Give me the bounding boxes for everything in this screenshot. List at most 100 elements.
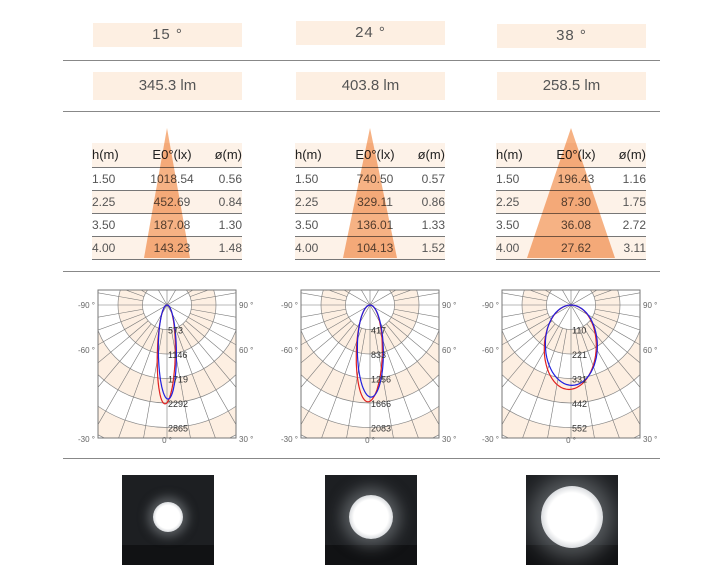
header-cell: h(m) xyxy=(92,147,119,162)
polar-spoke xyxy=(270,285,354,286)
polar-spoke xyxy=(185,320,236,364)
ring-value-label: 1666 xyxy=(371,399,391,409)
table-cell: 4.00 xyxy=(496,241,520,255)
floor-band xyxy=(122,545,214,565)
polar-spoke xyxy=(98,313,145,331)
header-cell: h(m) xyxy=(295,147,322,162)
table-cell: 0.57 xyxy=(421,172,445,186)
ring-value-label: 833 xyxy=(371,350,386,360)
light-spot xyxy=(541,486,603,548)
ring-value-label: 2865 xyxy=(168,424,188,434)
lumen-label: 345.3 lm xyxy=(93,72,242,100)
polar-spoke xyxy=(502,320,553,364)
angle-axis-label: -90 ° xyxy=(78,301,95,310)
angle-axis-label: 0 ° xyxy=(162,436,172,445)
polar-spoke xyxy=(574,329,595,438)
beam-spot-photo xyxy=(122,475,214,565)
ring-value-label: 417 xyxy=(371,326,386,336)
angle-axis-label: 30 ° xyxy=(239,435,253,444)
angle-axis-label: 90 ° xyxy=(239,301,253,310)
floor-band xyxy=(526,545,618,565)
polar-spoke xyxy=(589,320,640,364)
polar-light-distribution-chart: 573 1146 1719 2292 2865 -90 ° -60 ° -30 ° 90 ° 60… xyxy=(67,285,267,445)
polar-spoke xyxy=(301,323,355,388)
ring-value-label: 552 xyxy=(572,424,587,434)
polar-spoke xyxy=(369,304,439,426)
polar-spoke xyxy=(547,329,568,438)
polar-spoke xyxy=(522,327,563,438)
polar-spoke xyxy=(118,327,159,438)
table-cell: 1.52 xyxy=(421,241,445,255)
table-cell: 0.86 xyxy=(421,195,445,209)
table-cell: 0.56 xyxy=(218,172,242,186)
polar-spoke xyxy=(586,323,640,388)
polar-spoke xyxy=(386,285,470,286)
polar-spoke xyxy=(186,285,267,289)
polar-spoke xyxy=(67,285,148,289)
angle-axis-label: -30 ° xyxy=(482,435,499,444)
polar-spoke xyxy=(175,327,216,438)
angle-axis-label: 30 ° xyxy=(442,435,456,444)
polar-spoke xyxy=(270,285,351,289)
polar-spoke xyxy=(166,304,236,426)
lumen-label: 258.5 lm xyxy=(497,72,646,100)
table-cell: 0.84 xyxy=(218,195,242,209)
angle-axis-label: 60 ° xyxy=(442,346,456,355)
beam-spot-photo xyxy=(325,475,417,565)
beam-angle-label: 38 ° xyxy=(497,24,646,48)
ring-value-label: 110 xyxy=(572,326,586,336)
distribution-curve-blue xyxy=(356,304,385,398)
angle-axis-label: 30 ° xyxy=(643,435,657,444)
polar-light-distribution-chart: 110 221 331 442 552 -90 ° -60 ° -30 ° 90 ° 60 ° 30… xyxy=(471,285,671,445)
polar-spoke xyxy=(587,285,671,286)
table-cell: 1.50 xyxy=(496,172,520,186)
angle-axis-label: -90 ° xyxy=(281,301,298,310)
angle-axis-label: 90 ° xyxy=(442,301,456,310)
table-cell: 3.50 xyxy=(496,218,520,232)
divider xyxy=(63,60,660,61)
divider xyxy=(63,271,660,272)
polar-spoke xyxy=(143,329,164,438)
angle-axis-label: -60 ° xyxy=(78,346,95,355)
polar-spoke xyxy=(346,329,367,438)
ring-value-label: 2292 xyxy=(168,399,188,409)
table-cell: 3.50 xyxy=(295,218,319,232)
beam-cone-graphic xyxy=(144,128,190,258)
table-cell: 3.11 xyxy=(623,241,646,255)
polar-spoke xyxy=(98,323,152,388)
table-cell: 2.25 xyxy=(92,195,116,209)
polar-spoke xyxy=(98,304,168,346)
distribution-curve-blue xyxy=(157,304,177,400)
header-cell: h(m) xyxy=(496,147,523,162)
divider xyxy=(63,111,660,112)
angle-axis-label: 0 ° xyxy=(365,436,375,445)
table-cell: 2.25 xyxy=(295,195,319,209)
polar-spoke xyxy=(579,327,620,438)
polar-spoke xyxy=(378,327,419,438)
polar-spoke xyxy=(502,323,556,388)
polar-spoke xyxy=(301,320,352,364)
table-cell: 1.48 xyxy=(218,241,242,255)
angle-axis-label: -30 ° xyxy=(78,435,95,444)
polar-light-distribution-chart: 417 833 1256 1666 2083 -90 ° -60 ° -30 ° 90 ° 60 … xyxy=(270,285,470,445)
polar-spoke xyxy=(301,313,348,331)
ring-value-label: 573 xyxy=(168,326,183,336)
header-cell: ø(m) xyxy=(214,147,242,162)
polar-spoke xyxy=(369,304,439,346)
table-cell: 1.50 xyxy=(92,172,116,186)
table-cell: 4.00 xyxy=(92,241,116,255)
polar-spoke xyxy=(170,329,191,438)
table-cell: 1.75 xyxy=(622,195,646,209)
angle-axis-label: 90 ° xyxy=(643,301,657,310)
ring-value-label: 1146 xyxy=(168,350,187,360)
ring-value-label: 331 xyxy=(572,375,587,385)
light-spot xyxy=(349,495,393,539)
polar-spoke xyxy=(166,304,236,346)
beam-cone-graphic xyxy=(343,128,397,258)
polar-spoke xyxy=(388,320,439,364)
polar-spoke xyxy=(471,285,552,289)
angle-axis-label: -60 ° xyxy=(482,346,499,355)
polar-spoke xyxy=(189,313,236,331)
polar-spoke xyxy=(385,323,439,388)
